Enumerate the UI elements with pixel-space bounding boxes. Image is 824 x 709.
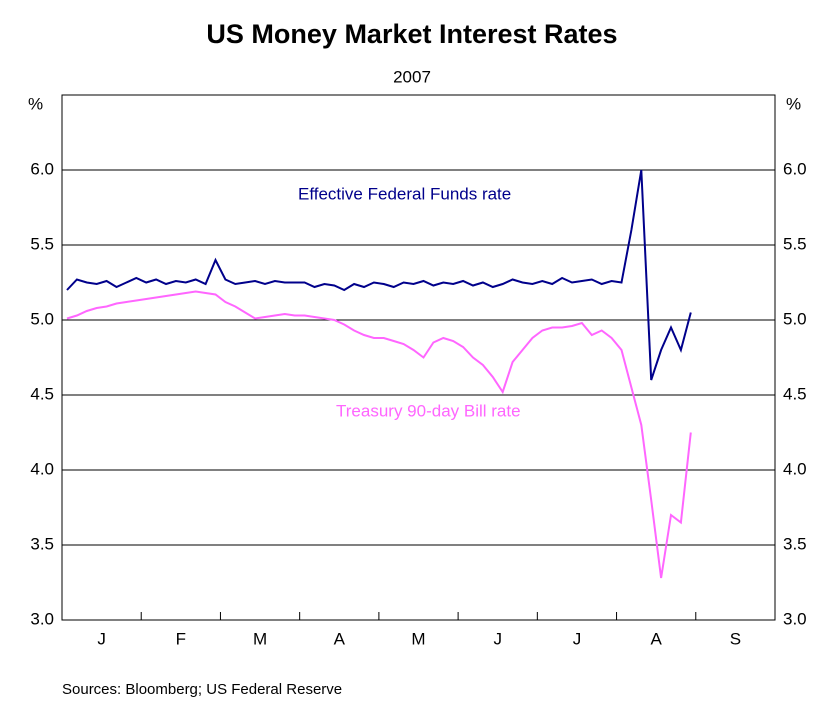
y-tick-label: 5.0 [30,309,54,328]
chart-subtitle: 2007 [393,67,431,86]
chart-title: US Money Market Interest Rates [206,19,617,49]
y2-tick-label: 4.0 [783,459,807,478]
y2-tick-label: 6.0 [783,159,807,178]
y-tick-label: 4.5 [30,384,54,403]
y2-tick-label: 3.5 [783,534,807,553]
y2-tick-label: 5.5 [783,234,807,253]
y-tick-label: 6.0 [30,159,54,178]
y2-tick-label: 3.0 [783,609,807,628]
x-tick-label: F [176,629,186,648]
y-unit-left: % [28,94,43,113]
plot-frame [61,94,776,621]
x-tick-label: J [573,629,582,648]
y-tick-label: 4.0 [30,459,54,478]
series-label: Treasury 90-day Bill rate [336,401,521,420]
y-tick-label: 3.0 [30,609,54,628]
x-tick-label: M [411,629,425,648]
x-tick-label: A [334,629,346,648]
y-tick-label: 5.5 [30,234,54,253]
x-tick-label: A [650,629,662,648]
x-tick-label: J [97,629,106,648]
y-tick-label: 3.5 [30,534,54,553]
x-tick-label: S [730,629,741,648]
series-label: Effective Federal Funds rate [298,184,511,203]
series-line [66,169,692,381]
source-note: Sources: Bloomberg; US Federal Reserve [62,681,342,698]
y2-tick-label: 5.0 [783,309,807,328]
y-unit-right: % [786,94,801,113]
series-line [66,290,692,579]
y2-tick-label: 4.5 [783,384,807,403]
x-tick-label: M [253,629,267,648]
x-tick-label: J [493,629,502,648]
